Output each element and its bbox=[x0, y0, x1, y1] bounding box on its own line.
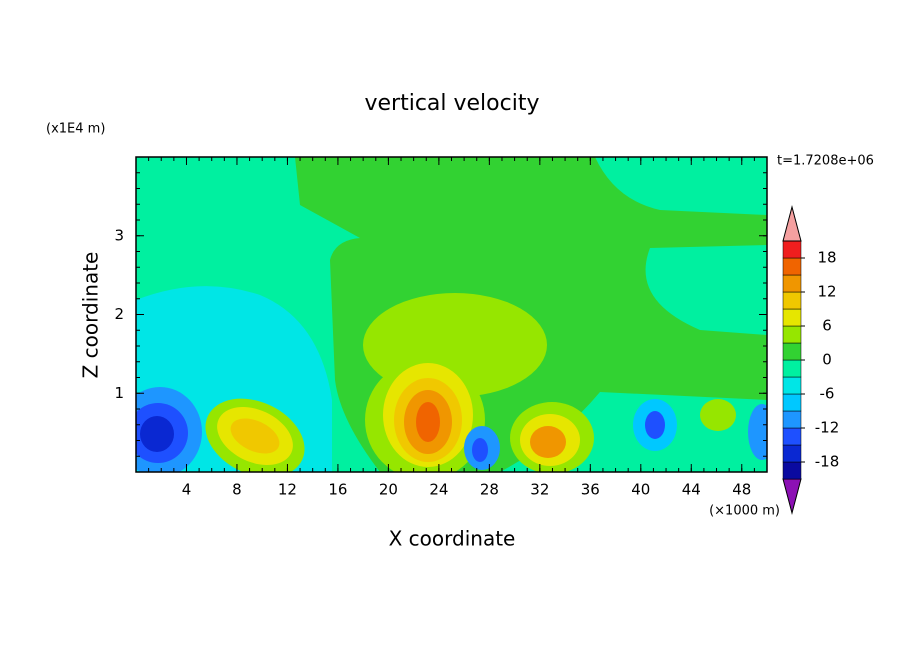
x-tick-label: 48 bbox=[732, 481, 751, 499]
y-axis-label: Z coordinate bbox=[79, 252, 103, 379]
x-tick-label: 8 bbox=[232, 481, 242, 499]
x-tick-label: 28 bbox=[480, 481, 499, 499]
x-tick-label: 16 bbox=[328, 481, 347, 499]
field-region bbox=[140, 416, 174, 452]
colorbar-box bbox=[782, 376, 802, 395]
colorbar-tick-label: 18 bbox=[817, 249, 836, 267]
colorbar-box bbox=[782, 291, 802, 310]
field-region bbox=[416, 402, 440, 442]
colorbar-box bbox=[782, 461, 802, 480]
x-axis-label: X coordinate bbox=[389, 527, 516, 551]
colorbar-box bbox=[782, 257, 802, 276]
chart-title: vertical velocity bbox=[364, 91, 539, 116]
colorbar-box bbox=[782, 342, 802, 361]
colorbar-box bbox=[782, 325, 802, 344]
colorbar-box bbox=[782, 444, 802, 463]
colorbar-box bbox=[782, 308, 802, 327]
colorbar-tick-label: 6 bbox=[822, 317, 832, 335]
colorbar-tick-label: 0 bbox=[822, 351, 832, 369]
x-tick-label: 44 bbox=[682, 481, 701, 499]
colorbar-tick-label: -6 bbox=[820, 385, 835, 403]
x-tick-label: 24 bbox=[429, 481, 448, 499]
field-region bbox=[472, 438, 488, 462]
colorbar-box bbox=[782, 240, 802, 259]
x-tick-label: 4 bbox=[182, 481, 192, 499]
x-tick-label: 20 bbox=[379, 481, 398, 499]
colorbar-box bbox=[782, 359, 802, 378]
time-label: t=1.7208e+06 bbox=[777, 154, 874, 169]
colorbar-triangle bbox=[782, 478, 802, 515]
field-region bbox=[230, 418, 280, 454]
colorbar-box bbox=[782, 427, 802, 446]
colorbar-triangle bbox=[782, 205, 802, 242]
y-unit: (x1E4 m) bbox=[46, 122, 105, 137]
field-region bbox=[700, 399, 736, 431]
x-unit: (×1000 m) bbox=[709, 504, 780, 519]
contour-field bbox=[136, 157, 767, 472]
y-tick-label: 3 bbox=[114, 226, 124, 244]
colorbar-box bbox=[782, 393, 802, 412]
colorbar-box bbox=[782, 410, 802, 429]
x-tick-label: 12 bbox=[278, 481, 297, 499]
colorbar-tick-label: 12 bbox=[817, 283, 836, 301]
y-tick-label: 2 bbox=[114, 305, 124, 323]
x-tick-label: 32 bbox=[530, 481, 549, 499]
field-region bbox=[530, 426, 566, 458]
colorbar-tick-label: -12 bbox=[815, 419, 840, 437]
x-tick-label: 40 bbox=[631, 481, 650, 499]
x-tick-label: 36 bbox=[581, 481, 600, 499]
y-tick-label: 1 bbox=[114, 384, 124, 402]
colorbar-box bbox=[782, 274, 802, 293]
field-region bbox=[748, 404, 767, 460]
field-region bbox=[645, 411, 665, 439]
colorbar-tick-label: -18 bbox=[815, 453, 840, 471]
